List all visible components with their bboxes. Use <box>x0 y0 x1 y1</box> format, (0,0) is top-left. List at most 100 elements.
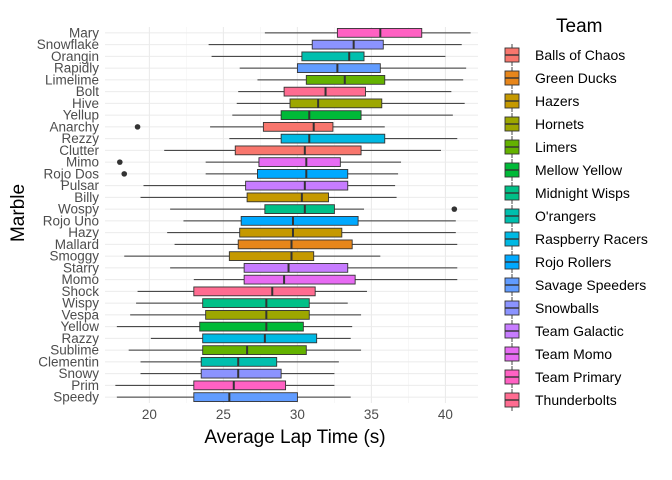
boxplot-row <box>116 392 351 402</box>
y-tick-label: Mary <box>69 25 99 40</box>
boxplot-row <box>140 192 397 203</box>
boxplot-row <box>170 204 458 214</box>
legend-label: Team Galactic <box>535 323 624 339</box>
boxplot-row <box>167 227 456 238</box>
legend-entry: O'rangers <box>504 205 596 227</box>
y-tick-label: Wispy <box>62 296 99 311</box>
y-tick-label: Pulsar <box>61 178 100 193</box>
boxplot-row <box>164 145 441 156</box>
legend-entry: Hornets <box>504 113 584 135</box>
boxplot-row <box>121 169 399 179</box>
box <box>202 345 307 355</box>
y-tick-label: Clementin <box>38 354 99 369</box>
box <box>289 98 383 109</box>
y-tick-label: Hive <box>72 96 99 111</box>
boxplot-row <box>143 180 396 191</box>
y-tick-label: Yellow <box>60 319 99 334</box>
legend-label: Hornets <box>535 116 584 132</box>
legend-label: Team Momo <box>535 346 612 362</box>
legend-label: Hazers <box>535 93 579 109</box>
y-tick-label: Rezzy <box>61 131 99 146</box>
legend-entry: Midnight Wisps <box>504 182 630 204</box>
box <box>202 333 318 344</box>
outlier-point <box>117 159 123 165</box>
y-tick-label: Smoggy <box>49 249 99 264</box>
box <box>280 110 362 120</box>
legend-label: Team Primary <box>535 369 621 385</box>
box <box>301 51 365 62</box>
boxplot-row <box>236 98 465 109</box>
boxplot-row <box>116 321 353 332</box>
y-axis-title: Marble <box>8 184 29 242</box>
box <box>257 169 349 179</box>
y-tick-label: Rojo Dos <box>43 166 99 181</box>
legend-label: Rojo Rollers <box>535 254 611 270</box>
y-tick-label: Billy <box>74 190 99 205</box>
legend-label: Green Ducks <box>535 70 617 86</box>
outlier-point <box>121 171 128 177</box>
x-tick-label: 20 <box>142 407 157 422</box>
legend: Team Balls of Chaos Green Ducks Hazers Horn… <box>504 16 648 411</box>
boxplot-row <box>193 274 458 285</box>
legend-entry: Rojo Rollers <box>504 251 611 273</box>
boxplot-row <box>208 39 462 50</box>
boxplot-row <box>239 63 467 73</box>
boxplot-row <box>124 251 381 261</box>
box <box>258 157 341 167</box>
box <box>193 392 298 402</box>
boxplot-row <box>170 263 458 273</box>
boxplot-row <box>229 133 458 144</box>
y-tick-label: Hazy <box>68 225 99 240</box>
y-tick-label: Vespa <box>61 307 99 322</box>
legend-entry: Green Ducks <box>504 67 617 89</box>
legend-entry: Hazers <box>504 90 579 112</box>
legend-title: Team <box>556 16 602 37</box>
boxplot-row <box>150 333 351 344</box>
legend-entry: Savage Speeders <box>504 274 646 296</box>
y-tick-label: Wospy <box>58 202 99 217</box>
box <box>264 204 335 214</box>
y-tick-label: Momo <box>61 272 99 287</box>
legend-label: Balls of Chaos <box>535 47 625 63</box>
boxplot-row <box>183 216 456 226</box>
boxplot-row <box>232 110 453 120</box>
boxplot-row <box>140 357 339 367</box>
y-tick-label: Speedy <box>53 390 99 405</box>
boxplot-row <box>136 298 348 308</box>
box <box>246 192 329 203</box>
legend-entry: Team Primary <box>504 366 621 388</box>
boxplot-row <box>140 368 335 379</box>
legend-entry: Team Momo <box>504 343 612 365</box>
legend-entry: Snowballs <box>504 297 599 319</box>
y-tick-label: Razzy <box>61 331 99 346</box>
x-tick-label: 40 <box>438 407 453 422</box>
boxplot-row <box>137 286 367 297</box>
x-axis-title: Average Lap Time (s) <box>204 427 385 448</box>
y-tick-label: Yellup <box>63 108 99 123</box>
y-tick-label: Clutter <box>59 143 99 158</box>
boxplot-row <box>174 239 458 250</box>
x-tick-label: 25 <box>216 407 231 422</box>
box <box>234 145 362 156</box>
y-tick-label: Rapidly <box>54 61 99 76</box>
legend-label: Raspberry Racers <box>535 231 648 247</box>
box <box>243 274 356 285</box>
y-tick-label: Anarchy <box>49 119 99 134</box>
legend-entry: Limers <box>504 136 577 158</box>
y-tick-labels: MarySnowflakeOranginRapidlyLimelimeBoltH… <box>37 25 100 404</box>
legend-entry: Raspberry Racers <box>504 228 648 250</box>
legend-entry: Team Galactic <box>504 320 624 342</box>
box <box>243 263 349 273</box>
boxplot-row <box>117 157 402 167</box>
box <box>199 321 304 332</box>
box <box>193 380 287 391</box>
box <box>202 298 310 308</box>
boxplot-row <box>128 345 362 355</box>
boxplot-row <box>211 51 446 62</box>
x-tick-label: 35 <box>364 407 379 422</box>
y-tick-label: Mimo <box>66 155 99 170</box>
boxplot-row <box>115 380 335 391</box>
box <box>237 239 353 250</box>
boxplot-row <box>238 86 452 97</box>
y-tick-label: Shock <box>61 284 99 299</box>
